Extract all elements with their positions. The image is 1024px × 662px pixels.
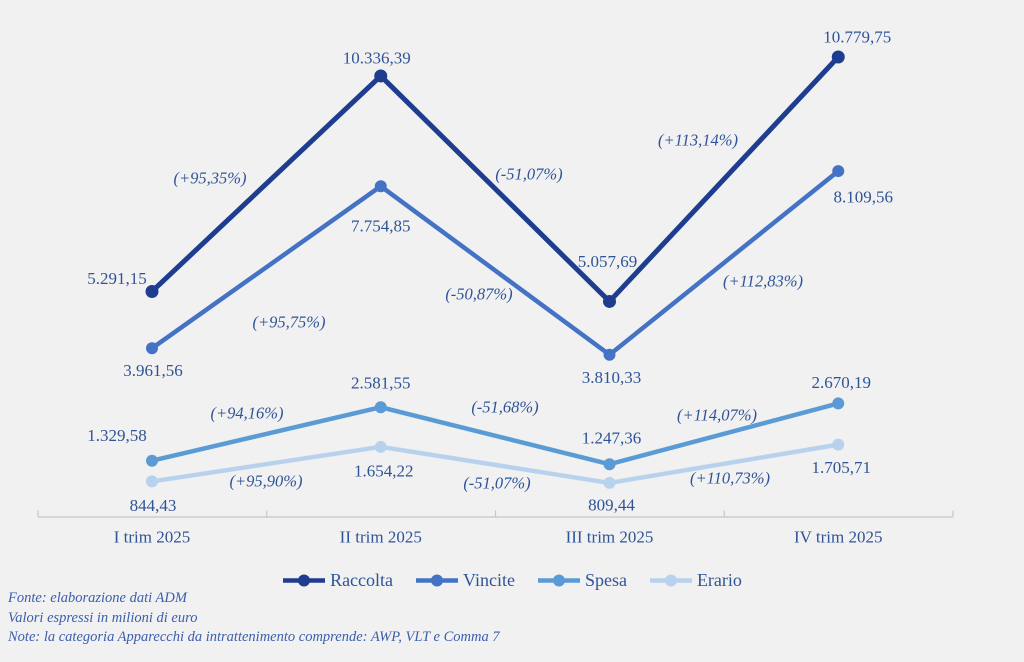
data-label-vincite: 3.961,56 [123,361,183,380]
data-label-vincite: 7.754,85 [351,217,411,236]
data-label-vincite: 3.810,33 [582,368,642,387]
data-point-raccolta [603,294,616,308]
data-label-erario: 844,43 [130,496,177,515]
data-label-raccolta: 5.057,69 [578,252,638,271]
x-axis-label: I trim 2025 [114,528,191,547]
pct-change-label-erario: (+110,73%) [690,469,770,488]
legend-marker-icon [649,574,692,586]
data-label-erario: 1.654,22 [354,461,414,480]
legend-item-erario: Erario [649,570,742,591]
data-point-vincite [603,348,616,361]
series-line-spesa [149,401,841,467]
data-point-spesa [603,458,616,471]
data-label-spesa: 2.581,55 [351,374,411,393]
series-line-erario [149,442,841,486]
data-point-spesa [146,454,158,467]
data-point-raccolta [374,69,388,83]
data-point-spesa [374,401,387,414]
data-label-erario: 1.705,71 [812,458,872,477]
data-label-spesa: 1.247,36 [582,429,642,448]
pct-change-label-raccolta: (+113,14%) [658,131,738,150]
legend-label: Erario [696,569,742,590]
legend-marker-icon [416,574,459,586]
data-label-raccolta: 10.336,39 [343,48,411,67]
data-label-erario: 809,44 [588,495,635,514]
series-line-raccolta [149,54,841,304]
data-label-spesa: 2.670,19 [812,373,872,392]
data-point-erario [374,440,387,453]
data-label-raccolta: 10.779,75 [823,28,891,47]
pct-change-label-spesa: (-51,68%) [471,398,538,417]
data-point-erario [603,476,616,489]
data-point-vincite [146,342,158,355]
data-point-raccolta [145,284,159,298]
legend-item-vincite: Vincite [415,570,515,591]
data-point-erario [146,475,158,488]
footnotes: Fonte: elaborazione dati ADM Valori espr… [8,589,500,648]
legend-marker-icon [537,574,580,586]
legend-marker-icon [283,574,326,586]
pct-change-label-erario: (+95,90%) [230,472,303,491]
pct-change-label-spesa: (+94,16%) [211,404,284,423]
data-point-erario [832,438,845,451]
chart-legend: Raccolta Vincite Spesa Erario [0,567,1024,593]
data-point-spesa [832,397,845,410]
data-label-raccolta: 5.291,15 [87,269,147,288]
legend-item-raccolta: Raccolta [282,570,393,591]
x-axis-label: IV trim 2025 [794,528,882,547]
legend-label: Spesa [584,569,627,590]
legend-label: Raccolta [330,569,394,590]
data-label-vincite: 8.109,56 [834,188,894,207]
pct-change-label-vincite: (+112,83%) [723,272,803,291]
legend-item-spesa: Spesa [537,570,627,591]
source-note: Fonte: elaborazione dati ADM [8,590,187,606]
data-point-raccolta [831,50,845,64]
pct-change-label-raccolta: (+95,35%) [174,169,247,188]
pct-change-label-vincite: (+95,75%) [253,313,326,332]
x-axis-label: II trim 2025 [340,528,422,547]
category-note: Note: la categoria Apparecchi da intratt… [8,629,500,645]
pct-change-label-vincite: (-50,87%) [445,285,512,304]
data-label-spesa: 1.329,58 [87,426,147,445]
series-line-vincite [149,168,841,357]
pct-change-label-spesa: (+114,07%) [677,406,757,425]
pct-change-label-raccolta: (-51,07%) [495,165,562,184]
pct-change-label-erario: (-51,07%) [463,474,530,493]
legend-label: Vincite [463,569,515,590]
data-point-vincite [832,165,845,178]
units-note: Valori espressi in milioni di euro [8,609,198,626]
data-point-vincite [374,180,387,193]
x-axis-label: III trim 2025 [566,528,654,547]
